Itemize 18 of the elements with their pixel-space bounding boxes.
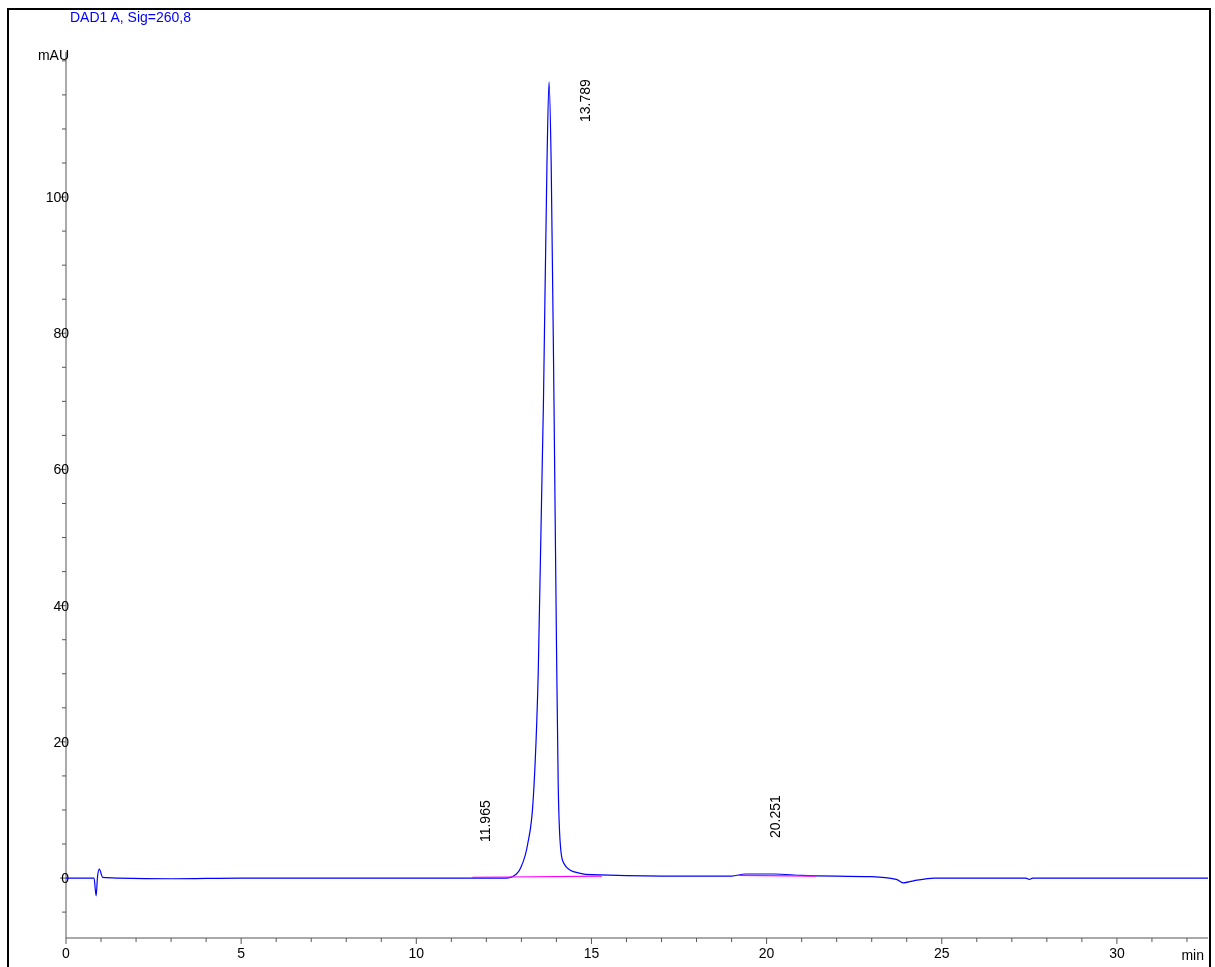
chart-title: DAD1 A, Sig=260,8 xyxy=(70,9,192,25)
annotation: 11.965 xyxy=(477,800,494,843)
x-tick-label: 5 xyxy=(237,945,246,961)
x-tick-label: 30 xyxy=(1109,945,1125,961)
y-tick-label: 0 xyxy=(61,870,70,887)
x-tick-label: 25 xyxy=(933,945,950,961)
x-tick-label: 20 xyxy=(758,945,775,961)
y-axis-title: mAU xyxy=(37,47,69,63)
x-tick-label: 15 xyxy=(583,945,600,961)
x-tick-label: 10 xyxy=(408,945,425,961)
y-tick-label: 60 xyxy=(53,461,70,478)
y-tick-label: 20 xyxy=(53,733,70,750)
annotation: 20.251 xyxy=(767,794,784,838)
y-tick-label: 100 xyxy=(45,189,70,206)
y-tick-label: 80 xyxy=(53,325,70,342)
annotation: 13.789 xyxy=(577,78,594,122)
x-axis-title: min xyxy=(1181,947,1204,963)
y-tick-label: 40 xyxy=(53,597,70,614)
